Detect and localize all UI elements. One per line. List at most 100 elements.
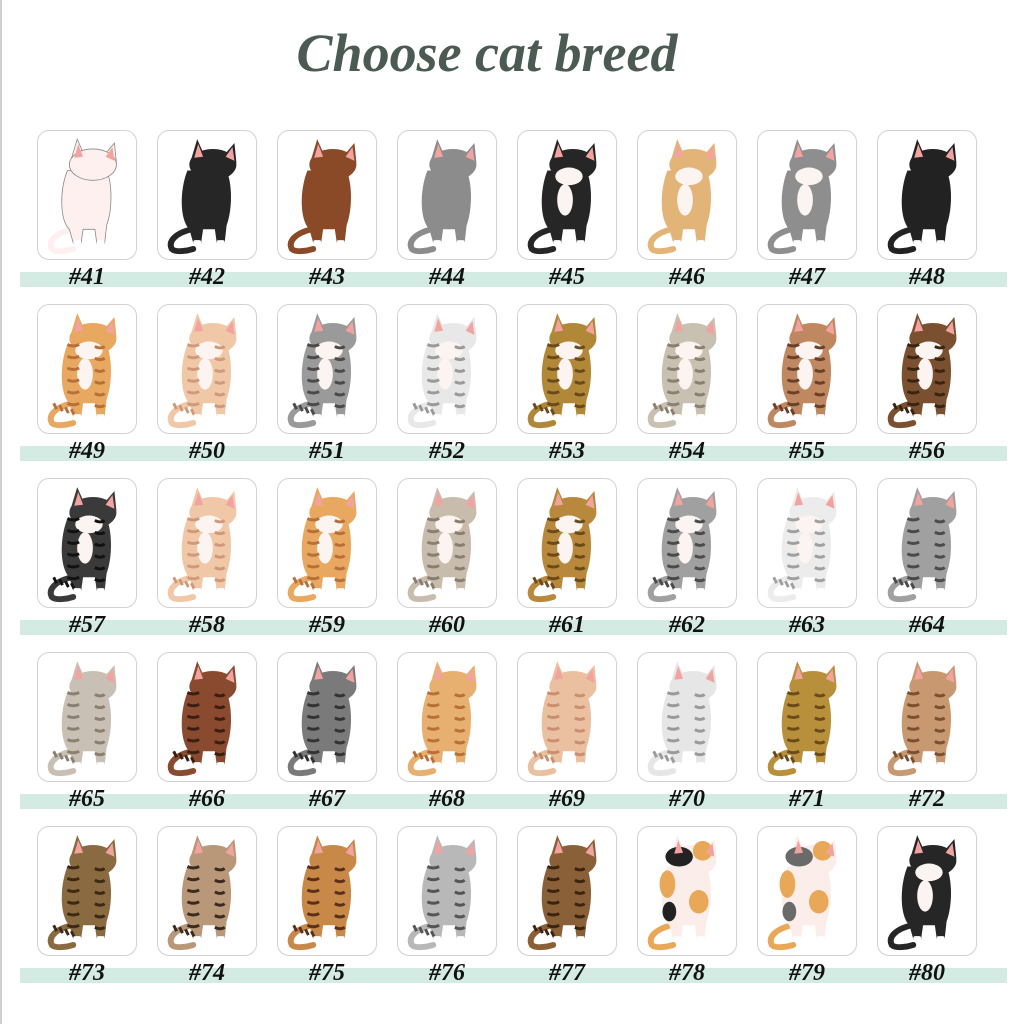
cat-option-card[interactable]: [517, 652, 617, 782]
cat-number-label: #45: [549, 264, 585, 290]
cat-option-card[interactable]: [277, 478, 377, 608]
cat-option-card[interactable]: [757, 652, 857, 782]
cat-option-card[interactable]: [877, 652, 977, 782]
label-band: [20, 272, 1007, 287]
cat-illustration: [887, 661, 957, 777]
cat-illustration: [647, 313, 717, 429]
cat-number-label: #61: [549, 612, 585, 638]
cat-option-card[interactable]: [637, 304, 737, 434]
cat-option-card[interactable]: [757, 130, 857, 260]
cat-illustration: [767, 313, 837, 429]
cat-number-label: #57: [69, 612, 105, 638]
cat-number-label: #66: [189, 786, 225, 812]
cat-option-card[interactable]: [157, 652, 257, 782]
cat-option-card[interactable]: [637, 130, 737, 260]
cat-number-label: #44: [429, 264, 465, 290]
cat-illustration: [527, 313, 597, 429]
cat-illustration: [47, 487, 117, 603]
cat-number-label: #79: [789, 960, 825, 986]
cat-option-card[interactable]: [877, 304, 977, 434]
cat-illustration: [767, 661, 837, 777]
cat-option-card[interactable]: [277, 130, 377, 260]
cat-number-label: #76: [429, 960, 465, 986]
cat-option-card[interactable]: [397, 130, 497, 260]
cat-number-label: #63: [789, 612, 825, 638]
cat-option-card[interactable]: [37, 304, 137, 434]
cat-option-card[interactable]: [37, 652, 137, 782]
cat-number-label: #78: [669, 960, 705, 986]
page-title: Choose cat breed: [296, 23, 678, 83]
cat-number-label: #55: [789, 438, 825, 464]
cat-number-label: #65: [69, 786, 105, 812]
cat-number-label: #67: [309, 786, 345, 812]
cat-number-label: #80: [909, 960, 945, 986]
label-band: [20, 794, 1007, 809]
cat-number-label: #72: [909, 786, 945, 812]
cat-illustration: [167, 487, 237, 603]
cat-option-card[interactable]: [37, 478, 137, 608]
cat-option-card[interactable]: [157, 478, 257, 608]
cat-number-label: #47: [789, 264, 825, 290]
cat-number-label: #49: [69, 438, 105, 464]
cat-illustration: [767, 835, 837, 951]
cat-illustration: [887, 313, 957, 429]
cat-option-card[interactable]: [277, 652, 377, 782]
cat-number-label: #46: [669, 264, 705, 290]
cat-option-card[interactable]: [397, 478, 497, 608]
cat-option-card[interactable]: [517, 478, 617, 608]
cat-illustration: [47, 313, 117, 429]
cat-illustration: [167, 661, 237, 777]
label-band: [20, 968, 1007, 983]
cat-illustration: [647, 487, 717, 603]
cat-option-card[interactable]: [637, 478, 737, 608]
cat-number-label: #50: [189, 438, 225, 464]
cat-illustration: [47, 835, 117, 951]
cat-illustration: [47, 661, 117, 777]
cat-option-card[interactable]: [157, 826, 257, 956]
cat-number-label: #68: [429, 786, 465, 812]
cat-illustration: [647, 661, 717, 777]
cat-number-label: #77: [549, 960, 585, 986]
cat-option-card[interactable]: [397, 826, 497, 956]
cat-number-label: #58: [189, 612, 225, 638]
cat-option-card[interactable]: [157, 304, 257, 434]
cat-illustration: [407, 835, 477, 951]
cat-illustration: [887, 835, 957, 951]
cat-option-card[interactable]: [397, 304, 497, 434]
cat-illustration: [527, 139, 597, 255]
cat-number-label: #48: [909, 264, 945, 290]
cat-option-card[interactable]: [637, 826, 737, 956]
cat-number-label: #64: [909, 612, 945, 638]
cat-illustration: [407, 487, 477, 603]
cat-number-label: #74: [189, 960, 225, 986]
cat-option-card[interactable]: [37, 130, 137, 260]
cat-illustration: [407, 313, 477, 429]
cat-option-card[interactable]: [277, 304, 377, 434]
cat-option-card[interactable]: [637, 652, 737, 782]
cat-option-card[interactable]: [517, 304, 617, 434]
cat-option-card[interactable]: [277, 826, 377, 956]
cat-option-card[interactable]: [517, 826, 617, 956]
cat-illustration: [287, 835, 357, 951]
cat-option-card[interactable]: [877, 130, 977, 260]
cat-number-label: #73: [69, 960, 105, 986]
cat-number-label: #56: [909, 438, 945, 464]
cat-option-card[interactable]: [877, 478, 977, 608]
cat-option-card[interactable]: [397, 652, 497, 782]
cat-illustration: [167, 313, 237, 429]
cat-number-label: #70: [669, 786, 705, 812]
cat-option-card[interactable]: [757, 304, 857, 434]
cat-number-label: #59: [309, 612, 345, 638]
cat-number-label: #51: [309, 438, 345, 464]
cat-option-card[interactable]: [157, 130, 257, 260]
cat-option-card[interactable]: [877, 826, 977, 956]
cat-option-card[interactable]: [517, 130, 617, 260]
cat-number-label: #43: [309, 264, 345, 290]
cat-option-card[interactable]: [37, 826, 137, 956]
cat-illustration: [47, 138, 117, 255]
cat-illustration: [527, 487, 597, 603]
cat-option-card[interactable]: [757, 826, 857, 956]
cat-option-card[interactable]: [757, 478, 857, 608]
cat-illustration: [527, 661, 597, 777]
cat-illustration: [167, 139, 237, 255]
